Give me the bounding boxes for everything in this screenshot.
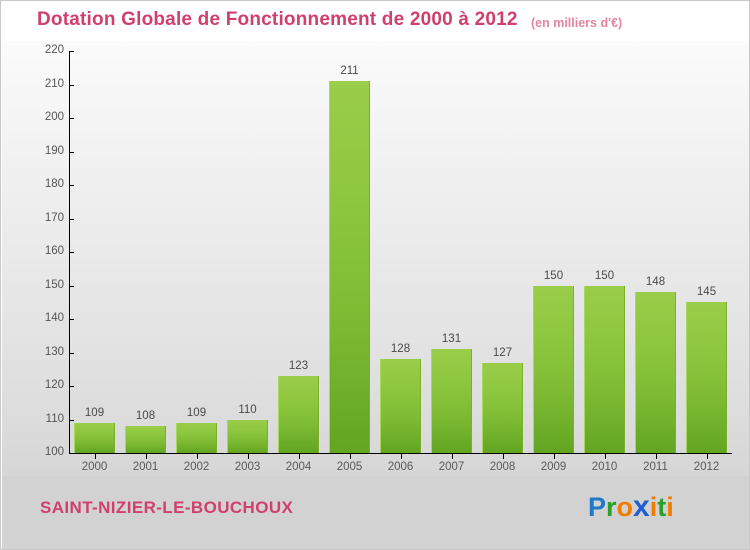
bar[interactable] xyxy=(584,285,625,453)
y-axis-tick xyxy=(69,218,74,220)
x-axis-tick xyxy=(502,454,504,459)
bar[interactable] xyxy=(380,359,421,453)
logo-letter-p: P xyxy=(588,492,607,522)
bar-value-label: 109 xyxy=(84,406,105,419)
bar-value-label: 145 xyxy=(696,286,717,299)
bar[interactable] xyxy=(533,285,574,453)
x-axis-tick xyxy=(94,454,96,459)
x-axis-label: 2002 xyxy=(183,461,210,473)
x-axis-label: 2001 xyxy=(132,461,159,473)
chart-header: Dotation Globale de Fonctionnement de 20… xyxy=(1,1,749,41)
bar[interactable] xyxy=(227,419,268,453)
y-axis-tick xyxy=(69,151,74,153)
page-title: Dotation Globale de Fonctionnement de 20… xyxy=(37,9,518,30)
y-axis-label: 190 xyxy=(44,144,64,157)
x-axis-line xyxy=(69,453,732,454)
x-axis-label: 2004 xyxy=(285,461,312,473)
y-axis-label: 130 xyxy=(44,345,64,358)
y-axis-tick xyxy=(69,352,74,354)
x-axis-tick xyxy=(349,454,351,459)
bar[interactable] xyxy=(635,292,676,453)
bar-value-label: 123 xyxy=(288,359,309,372)
bar-value-label: 110 xyxy=(238,403,257,416)
proxiti-logo[interactable]: Proxiti xyxy=(588,492,674,522)
x-axis-label: 2007 xyxy=(438,461,465,473)
bar-value-label: 131 xyxy=(441,333,462,346)
x-axis-label: 2012 xyxy=(693,461,720,473)
y-axis-label: 170 xyxy=(44,211,64,224)
bar-value-label: 128 xyxy=(390,343,411,356)
y-axis-label: 120 xyxy=(44,379,64,391)
y-axis-label: 110 xyxy=(45,412,64,425)
y-axis-tick xyxy=(69,285,74,287)
y-axis-tick xyxy=(69,185,74,186)
y-axis-label: 210 xyxy=(44,77,64,90)
y-axis-tick xyxy=(69,419,74,421)
y-axis-label: 100 xyxy=(44,446,64,458)
y-axis-label: 220 xyxy=(44,44,64,56)
chart-subtitle: (en milliers d'€) xyxy=(531,16,623,30)
plot-area: 100 110 120 130 140 150 160 170 180 190 200 210 220 … xyxy=(2,41,749,476)
bar[interactable] xyxy=(176,422,217,453)
bar-value-label: 109 xyxy=(186,406,207,419)
logo-letter-r: r xyxy=(606,492,617,522)
bar[interactable] xyxy=(278,375,319,453)
bar-value-label: 127 xyxy=(492,346,513,359)
bar[interactable] xyxy=(329,81,370,453)
y-axis-label: 200 xyxy=(44,111,64,123)
y-axis-tick xyxy=(69,51,74,52)
commune-name: SAINT-NIZIER-LE-BOUCHOUX xyxy=(40,498,294,517)
y-axis-label: 150 xyxy=(44,278,64,291)
x-axis-label: 2011 xyxy=(643,461,668,473)
bar[interactable] xyxy=(686,302,727,453)
logo-letter-i-second: i xyxy=(666,492,674,522)
logo-letter-i-first: i xyxy=(649,492,658,522)
y-axis-label: 160 xyxy=(44,245,64,257)
x-axis-tick xyxy=(145,454,147,459)
logo-letter-o: o xyxy=(616,492,634,522)
y-axis-tick xyxy=(69,453,74,454)
bar-value-label: 150 xyxy=(594,269,615,282)
bar-value-label: 108 xyxy=(135,410,156,423)
x-axis-label: 2005 xyxy=(336,461,363,473)
x-axis-label: 2009 xyxy=(540,461,567,473)
x-axis-label: 2008 xyxy=(489,461,516,473)
x-axis-tick xyxy=(706,454,708,459)
y-axis-label: 180 xyxy=(44,178,64,190)
y-axis-label: 140 xyxy=(44,312,64,324)
y-axis-tick xyxy=(69,252,74,253)
x-axis-tick xyxy=(553,454,555,459)
y-axis-tick xyxy=(69,386,74,387)
chart-footer: SAINT-NIZIER-LE-BOUCHOUX Proxiti xyxy=(2,476,749,549)
x-axis-label: 2003 xyxy=(234,461,261,473)
x-axis-tick xyxy=(451,454,453,459)
x-axis-tick xyxy=(298,454,300,459)
x-axis-tick xyxy=(196,454,198,459)
x-axis-label: 2006 xyxy=(387,461,414,473)
x-axis-tick xyxy=(400,454,402,459)
x-axis-tick xyxy=(604,454,606,459)
x-axis-tick xyxy=(247,454,249,459)
logo-letter-x: x xyxy=(633,490,650,523)
bar[interactable] xyxy=(125,426,166,453)
bar[interactable] xyxy=(482,362,523,453)
y-axis-tick xyxy=(69,84,74,86)
x-axis-tick xyxy=(655,454,657,459)
y-axis-tick xyxy=(69,118,74,119)
bar[interactable] xyxy=(74,422,115,453)
logo-letter-t: t xyxy=(657,492,667,522)
bar-value-label: 148 xyxy=(645,276,666,289)
y-axis-tick xyxy=(69,319,74,320)
bar-value-label: 211 xyxy=(340,65,359,78)
x-axis-label: 2000 xyxy=(81,461,108,473)
x-axis-label: 2010 xyxy=(591,461,618,473)
bar[interactable] xyxy=(431,349,472,453)
bar-value-label: 150 xyxy=(543,269,564,282)
